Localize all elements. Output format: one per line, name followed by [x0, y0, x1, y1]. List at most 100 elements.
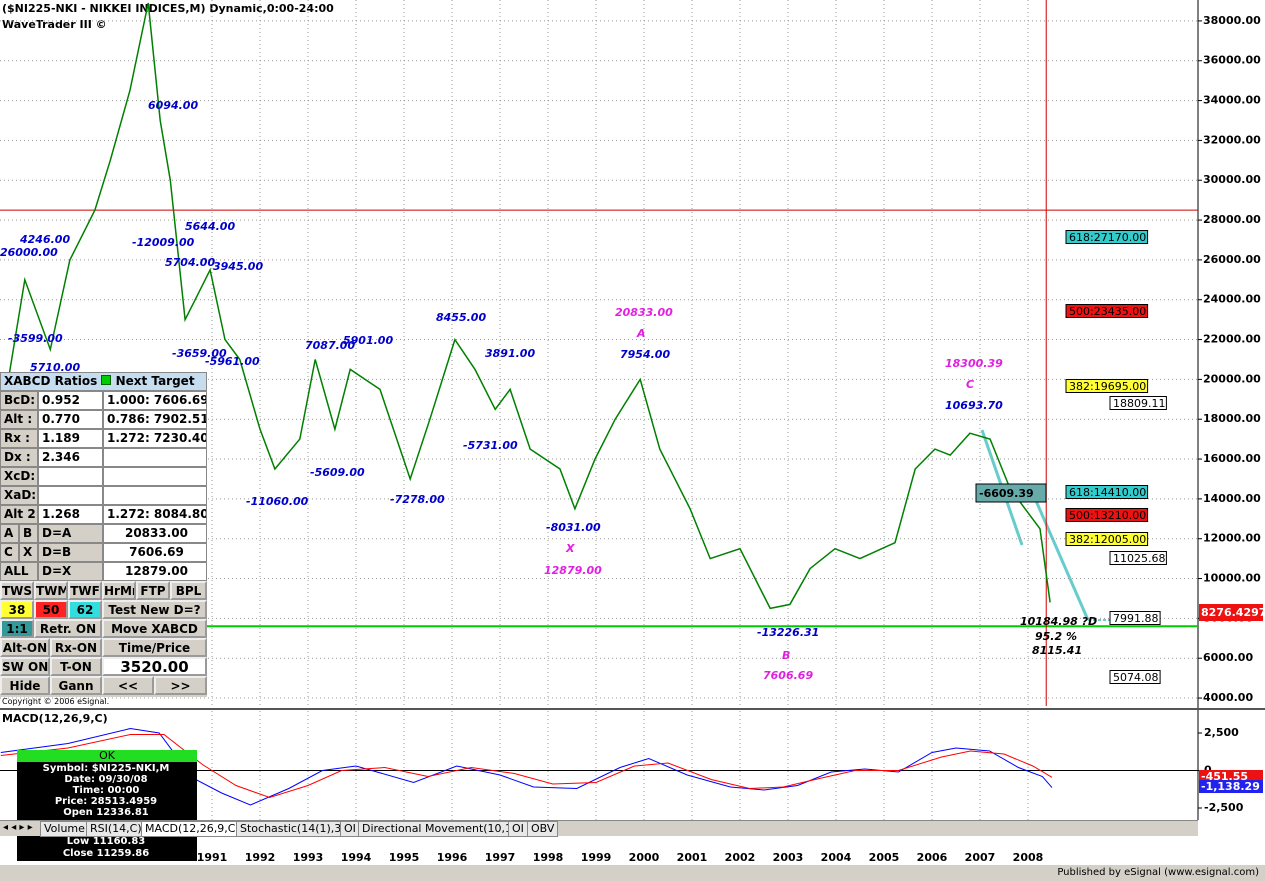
- button[interactable]: 1:1: [0, 619, 34, 638]
- x-tick-label: 2002: [725, 851, 756, 864]
- annotation: -5609.00: [310, 466, 365, 479]
- annotation: 5901.00: [343, 334, 393, 347]
- annotation: 6094.00: [148, 99, 198, 112]
- point-cell: 12879.00: [103, 562, 207, 581]
- button[interactable]: 62: [68, 600, 102, 619]
- info-line: Time: 00:00: [72, 785, 140, 796]
- button[interactable]: Retr. ON: [34, 619, 102, 638]
- button[interactable]: 50: [34, 600, 68, 619]
- button[interactable]: BPL: [170, 581, 207, 600]
- x-tick-label: 2001: [677, 851, 708, 864]
- annotation: -7278.00: [390, 493, 445, 506]
- annotation: 3945.00: [213, 260, 263, 273]
- y-tick-label: 2,500: [1204, 726, 1239, 739]
- button[interactable]: 38: [0, 600, 34, 619]
- level-box: [1065, 532, 1149, 546]
- button[interactable]: SW ON: [0, 657, 50, 676]
- point-cell: D=X: [38, 562, 103, 581]
- button[interactable]: 3520.00: [102, 657, 207, 676]
- ratio-cell: Alt :: [0, 410, 38, 429]
- level-box: [1109, 670, 1161, 684]
- button[interactable]: HrMn: [102, 581, 136, 600]
- info-line: Price: 28513.4959: [54, 796, 158, 807]
- point-cell: D=B: [38, 543, 103, 562]
- tab[interactable]: Stochastic(14(1),3): [236, 821, 350, 837]
- y-tick-label: 12000.00: [1203, 532, 1261, 545]
- annotation: -13226.31: [757, 626, 819, 639]
- y-tick-label: 10000.00: [1203, 572, 1261, 585]
- point-cell: A: [0, 524, 19, 543]
- annotation: 7606.69: [763, 669, 813, 682]
- annotation: A: [636, 327, 646, 340]
- annotation: 12879.00: [544, 564, 602, 577]
- button[interactable]: Hide: [0, 676, 50, 695]
- annotation: 5704.00: [165, 256, 215, 269]
- tab-arrows[interactable]: ◂ ◂ ▸ ▸: [3, 822, 33, 833]
- tab[interactable]: OBV: [527, 821, 559, 837]
- level-box: [1065, 485, 1149, 499]
- tab[interactable]: RSI(14,C): [86, 821, 146, 837]
- button[interactable]: FTP: [136, 581, 170, 600]
- button[interactable]: Time/Price: [102, 638, 207, 657]
- button[interactable]: TWF: [68, 581, 102, 600]
- y-tick-label: 6000.00: [1203, 651, 1253, 664]
- button[interactable]: TWM: [34, 581, 68, 600]
- level-box: [1065, 508, 1149, 522]
- annotation: 18300.39: [945, 357, 1003, 370]
- x-tick-label: 1993: [293, 851, 324, 864]
- level-box: [1109, 551, 1167, 565]
- x-tick-label: 2004: [821, 851, 852, 864]
- panel-header: XABCD Ratios Next Target: [0, 372, 207, 391]
- ratio-cell: 1.272: 7230.40: [103, 429, 207, 448]
- button[interactable]: Test New D=?: [102, 600, 207, 619]
- tab[interactable]: Directional Movement(10,10): [358, 821, 528, 837]
- ratio-cell: BcD:: [0, 391, 38, 410]
- tab[interactable]: MACD(12,26,9,C): [141, 821, 244, 837]
- ratio-cell: [103, 448, 207, 467]
- button[interactable]: Gann: [50, 676, 102, 695]
- tab[interactable]: OI: [340, 821, 360, 837]
- annotation: 26000.00: [0, 246, 58, 259]
- y-tick-label: 18000.00: [1203, 412, 1261, 425]
- tab-bar: ◂ ◂ ▸ ▸ Volume RSI(14,C) MACD(12,26,9,C) St…: [0, 820, 1198, 837]
- tab[interactable]: Volume: [40, 821, 89, 837]
- current-value: -451.55: [1201, 770, 1248, 783]
- tab[interactable]: OI: [508, 821, 528, 837]
- ratio-cell: 1.189: [38, 429, 103, 448]
- xabcd-panel: XABCD Ratios Next Target BcD: 0.952 1.000:…: [0, 372, 207, 697]
- button[interactable]: <<: [102, 676, 154, 695]
- button[interactable]: T-ON: [50, 657, 102, 676]
- point-cell: 20833.00: [103, 524, 207, 543]
- annotation: -3599.00: [8, 332, 63, 345]
- ratio-cell: XaD:: [0, 486, 38, 505]
- current-price: 8276.4297: [1201, 606, 1265, 619]
- ratio-cell: [38, 486, 103, 505]
- annotation: 3891.00: [485, 347, 535, 360]
- point-cell: D=A: [38, 524, 103, 543]
- button[interactable]: Move XABCD: [102, 619, 207, 638]
- ratio-cell: [103, 467, 207, 486]
- button[interactable]: TWS: [0, 581, 34, 600]
- level-label: 11025.68: [1113, 552, 1166, 565]
- level-label: 500:13210.00: [1069, 509, 1146, 522]
- info-line: Open 12336.81: [63, 807, 149, 818]
- header-subtitle: WaveTrader III ©: [2, 18, 107, 31]
- current-value: -1,138.29: [1201, 780, 1260, 793]
- button[interactable]: Rx-ON: [50, 638, 102, 657]
- info-popup: OK Symbol: $NI225-NKI,M Date: 09/30/08 Tim…: [17, 750, 197, 861]
- y-tick-label: 4000.00: [1203, 691, 1253, 704]
- ratio-cell: 2.346: [38, 448, 103, 467]
- button[interactable]: >>: [154, 676, 207, 695]
- y-tick-label: 38000.00: [1203, 14, 1261, 27]
- ratio-cell: 0.770: [38, 410, 103, 429]
- level-label: 618:27170.00: [1069, 231, 1146, 244]
- x-tick-label: 1996: [437, 851, 468, 864]
- annotation: -5961.00: [205, 355, 260, 368]
- footer-bar: Published by eSignal (www.esignal.com): [0, 865, 1265, 881]
- button[interactable]: Alt-ON: [0, 638, 50, 657]
- level-box: [1065, 379, 1149, 393]
- x-tick-label: 1997: [485, 851, 516, 864]
- status: OK: [17, 750, 197, 762]
